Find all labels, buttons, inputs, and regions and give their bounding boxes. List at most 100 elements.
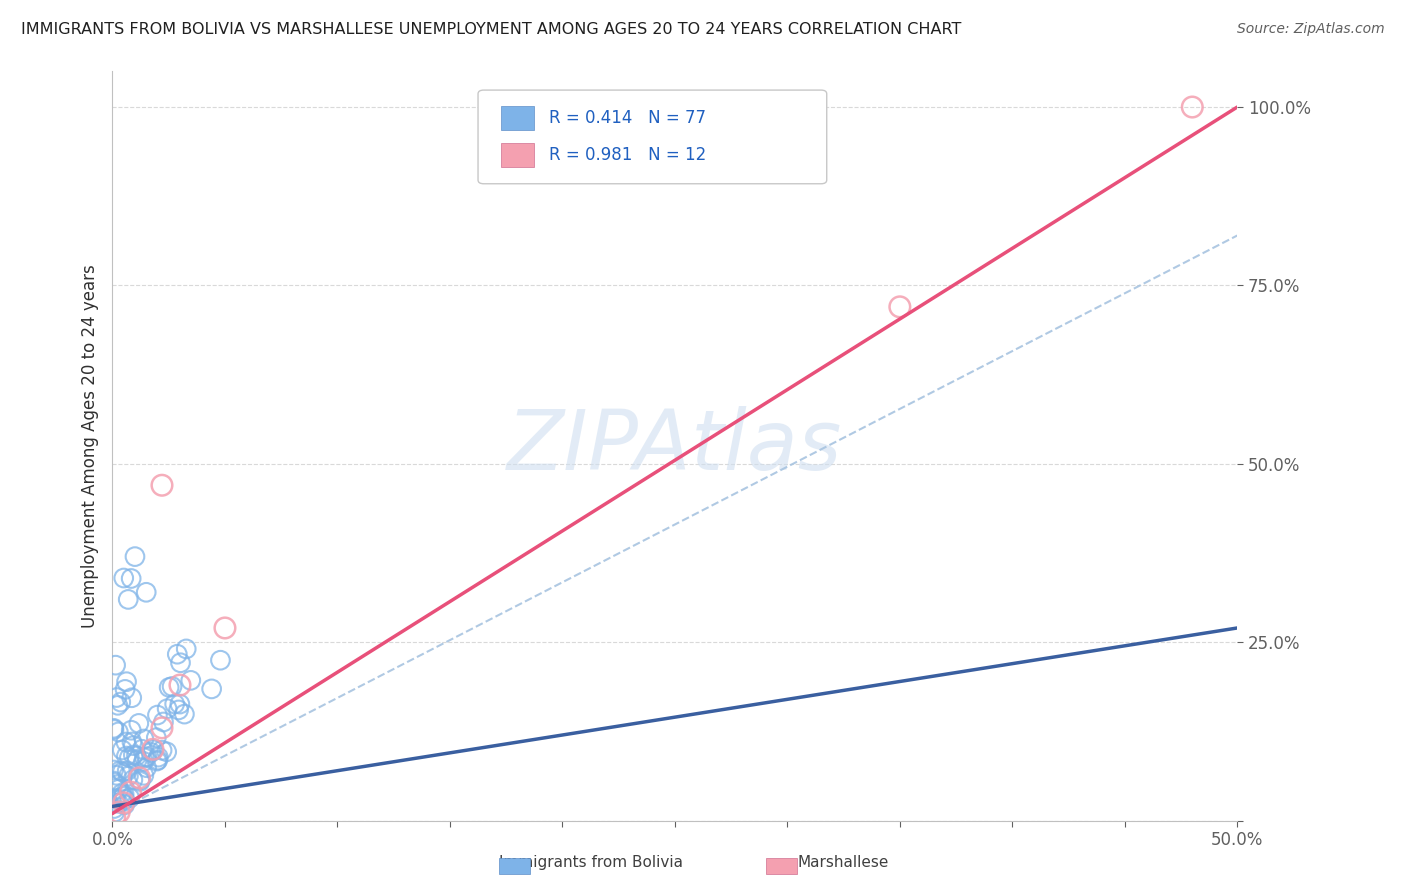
Point (163, 697, 186, 711)
Point (131, 742, 153, 756)
Point (209, 653, 232, 667)
Point (135, 761, 157, 775)
Point (125, 748, 148, 763)
Point (103, 723, 125, 737)
Point (156, 745, 179, 759)
Point (107, 797, 129, 811)
Point (150, 478, 173, 492)
Text: ZIPAtlas: ZIPAtlas (508, 406, 842, 486)
Point (122, 747, 145, 762)
Point (120, 572, 142, 586)
Point (111, 743, 134, 757)
Point (201, 681, 224, 696)
Point (111, 795, 134, 809)
Point (120, 723, 142, 738)
Point (103, 801, 125, 815)
Point (169, 656, 191, 670)
Point (114, 682, 136, 697)
Point (104, 792, 127, 806)
Point (169, 697, 191, 711)
Point (120, 785, 142, 799)
Point (132, 768, 155, 782)
Point (1181, 100, 1204, 114)
Y-axis label: Unemployment Among Ages 20 to 24 years: Unemployment Among Ages 20 to 24 years (80, 264, 98, 628)
Point (107, 778, 129, 792)
Point (146, 754, 169, 768)
Point (104, 810, 127, 824)
Point (146, 708, 169, 723)
Point (132, 731, 155, 746)
Point (115, 764, 138, 778)
Point (117, 769, 139, 783)
Point (103, 763, 125, 777)
Point (142, 742, 165, 756)
Point (115, 749, 138, 764)
Point (121, 735, 143, 749)
Point (129, 774, 152, 789)
Point (107, 698, 129, 713)
Point (115, 674, 138, 689)
Point (114, 797, 136, 812)
Point (121, 772, 143, 787)
Point (105, 768, 128, 782)
Point (108, 782, 131, 797)
Point (135, 585, 157, 599)
Text: Immigrants from Bolivia: Immigrants from Bolivia (499, 855, 682, 870)
Point (214, 621, 236, 635)
Point (128, 716, 150, 731)
Point (121, 690, 143, 705)
Point (156, 702, 179, 716)
Point (118, 750, 141, 764)
Point (148, 750, 170, 764)
Bar (501, 106, 534, 130)
Point (135, 749, 157, 764)
Text: R = 0.981   N = 12: R = 0.981 N = 12 (548, 145, 706, 163)
Point (150, 743, 173, 757)
Point (145, 731, 167, 745)
Point (139, 745, 162, 759)
Point (118, 791, 141, 805)
Point (125, 754, 148, 768)
Point (103, 774, 125, 789)
Bar (501, 143, 534, 167)
Point (110, 787, 132, 801)
Point (110, 695, 132, 709)
Point (142, 743, 165, 757)
Point (160, 680, 183, 694)
Point (889, 300, 911, 314)
Point (112, 788, 135, 802)
Point (104, 791, 127, 805)
Point (103, 775, 125, 789)
Point (114, 792, 136, 806)
Point (111, 765, 134, 780)
Point (174, 641, 197, 656)
Point (134, 751, 156, 765)
Point (132, 755, 155, 769)
Point (110, 764, 132, 778)
Point (104, 658, 127, 673)
Point (112, 789, 135, 804)
Point (105, 690, 128, 705)
FancyBboxPatch shape (478, 90, 827, 184)
Point (122, 739, 145, 753)
Point (107, 725, 129, 739)
Point (180, 673, 202, 688)
Point (115, 735, 138, 749)
Point (129, 772, 152, 787)
Point (150, 721, 173, 735)
Text: Source: ZipAtlas.com: Source: ZipAtlas.com (1237, 22, 1385, 37)
Text: IMMIGRANTS FROM BOLIVIA VS MARSHALLESE UNEMPLOYMENT AMONG AGES 20 TO 24 YEARS CO: IMMIGRANTS FROM BOLIVIA VS MARSHALLESE U… (21, 22, 962, 37)
Text: R = 0.414   N = 77: R = 0.414 N = 77 (548, 109, 706, 127)
Text: Marshallese: Marshallese (799, 855, 889, 870)
Point (157, 681, 180, 695)
Point (152, 714, 174, 729)
Point (146, 753, 169, 767)
Point (166, 647, 188, 661)
Point (112, 796, 135, 810)
Point (104, 805, 127, 819)
Point (128, 771, 150, 785)
Point (117, 592, 139, 607)
Point (108, 805, 131, 819)
Point (169, 678, 191, 692)
Point (124, 549, 146, 564)
